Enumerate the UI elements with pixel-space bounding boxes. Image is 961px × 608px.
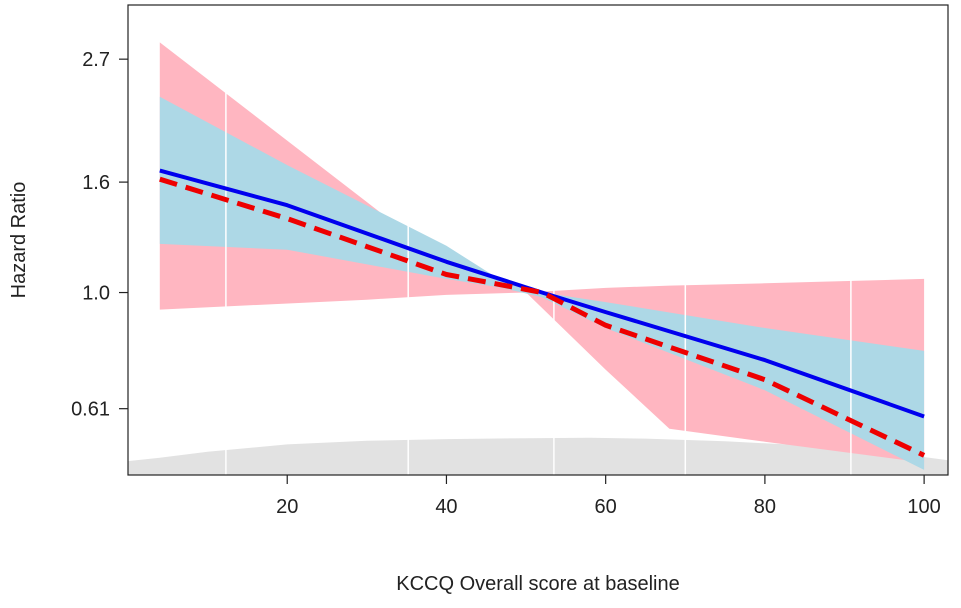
confidence-bands	[159, 42, 925, 470]
x-tick-label: 40	[435, 496, 457, 518]
inner-confidence-band	[159, 96, 925, 470]
density-area	[128, 437, 948, 475]
axes: 20 40 60 80 100 0.61 1.0 1.6 2.7	[71, 49, 941, 518]
x-tick-label: 100	[907, 496, 940, 518]
density-layer	[128, 437, 948, 475]
x-tick-label: 60	[595, 496, 617, 518]
x-tick-label: 20	[276, 496, 298, 518]
y-tick-label: 1.0	[82, 283, 110, 305]
y-tick-label: 0.61	[71, 399, 110, 421]
y-tick-label: 1.6	[82, 172, 110, 194]
solid-series-line	[159, 168, 925, 419]
y-tick-label: 2.7	[82, 49, 110, 71]
plot-frame	[127, 4, 949, 476]
rug-lines	[225, 75, 852, 475]
y-axis-title: Hazard Ratio	[8, 182, 30, 299]
x-tick-label: 80	[754, 496, 776, 518]
series-lines	[159, 168, 926, 458]
x-axis-title: KCCQ Overall score at baseline	[396, 573, 679, 595]
